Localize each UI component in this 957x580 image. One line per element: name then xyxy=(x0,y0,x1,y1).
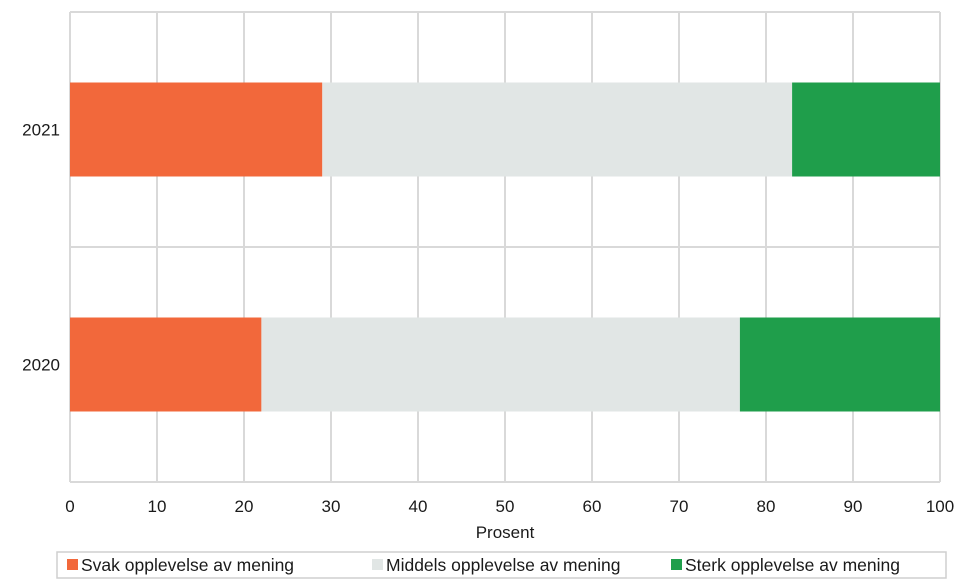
legend-label: Sterk opplevelse av mening xyxy=(685,555,900,575)
x-tick-label: 100 xyxy=(926,497,954,516)
legend-label: Middels opplevelse av mening xyxy=(386,555,620,575)
y-tick-label: 2020 xyxy=(22,356,60,375)
x-axis-labels: 0 10 20 30 40 50 60 70 80 90 100 xyxy=(65,497,954,516)
legend-swatch xyxy=(671,559,682,570)
x-tick-label: 40 xyxy=(409,497,428,516)
x-tick-label: 20 xyxy=(235,497,254,516)
legend-swatch xyxy=(67,559,78,570)
x-tick-label: 0 xyxy=(65,497,74,516)
x-tick-label: 90 xyxy=(844,497,863,516)
legend-label: Svak opplevelse av mening xyxy=(81,555,294,575)
bar-segment xyxy=(792,82,940,177)
x-tick-label: 10 xyxy=(148,497,167,516)
legend-box xyxy=(56,551,947,579)
x-axis-title: Prosent xyxy=(476,523,535,542)
x-tick-label: 70 xyxy=(670,497,689,516)
legend-swatch xyxy=(372,559,383,570)
x-tick-label: 80 xyxy=(757,497,776,516)
bar-segment xyxy=(261,317,740,412)
bar-segment xyxy=(70,317,262,412)
bar-segment xyxy=(322,82,793,177)
legend: Svak opplevelse av mening Middels oppleve… xyxy=(56,551,947,579)
bar-segment xyxy=(70,82,323,177)
y-axis-labels: 2021 2020 xyxy=(22,121,60,375)
x-tick-label: 60 xyxy=(583,497,602,516)
y-tick-label: 2021 xyxy=(22,121,60,140)
bar-segment xyxy=(739,317,940,412)
x-tick-label: 30 xyxy=(322,497,341,516)
bars xyxy=(70,82,940,412)
x-tick-label: 50 xyxy=(496,497,515,516)
